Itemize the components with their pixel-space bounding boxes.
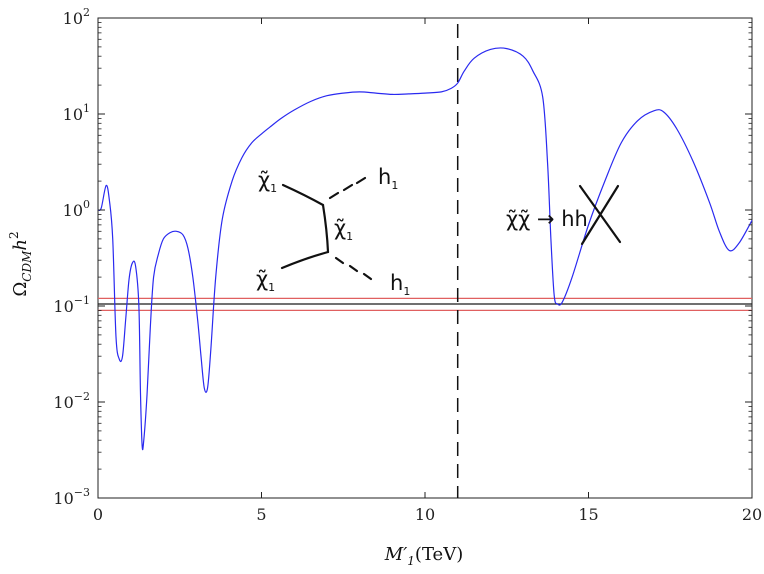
diagram-label-mediator: χ̃1 <box>334 216 353 243</box>
y-tick-label: 10−2 <box>53 390 90 412</box>
diagram-lower-fermion-line <box>280 250 330 270</box>
diagram-label-top-left: χ̃1 <box>258 168 277 195</box>
x-tick-label: 20 <box>742 505 762 524</box>
x-axis-ticks: 0 5 10 15 20 <box>93 18 762 524</box>
y-tick-label: 101 <box>63 102 90 124</box>
diagram-lower-higgs-line <box>334 256 373 281</box>
x-tick-label: 0 <box>93 505 103 524</box>
y-tick-label: 102 <box>63 6 90 28</box>
x-axis-title: M′1(TeV) <box>384 544 463 568</box>
diagram-label-top-right: h1 <box>378 165 398 192</box>
process-cross-mark <box>578 184 622 246</box>
diagram-label-bottom-right: h1 <box>390 271 410 298</box>
diagram-upper-higgs-line <box>328 176 367 200</box>
y-tick-exponent: −1 <box>74 294 90 307</box>
plot-frame <box>97 17 753 499</box>
y-tick-exponent: 2 <box>83 6 90 19</box>
reference-lines <box>98 297 752 311</box>
x-tick-label: 15 <box>578 505 598 524</box>
x-tick-label: 10 <box>415 505 435 524</box>
y-tick-label: 10−1 <box>53 294 90 316</box>
process-annotation-sketch: χ̃χ̃ → hh <box>506 184 622 246</box>
y-tick-exponent: 1 <box>83 102 90 115</box>
y-tick-exponent: −2 <box>74 390 90 403</box>
plot-border <box>97 17 753 499</box>
annihilation-diagram-sketch: h1 h1 χ̃1 χ̃1 χ̃1 <box>256 165 410 298</box>
y-tick-label: 100 <box>63 198 90 220</box>
y-tick-exponent: 0 <box>83 198 90 211</box>
y-axis-title: ΩCDMh2 <box>7 231 34 296</box>
diagram-propagator <box>321 203 330 254</box>
process-label: χ̃χ̃ → hh <box>506 207 588 231</box>
relic-density-curve <box>97 47 753 451</box>
series-group <box>97 47 753 451</box>
x-tick-label: 5 <box>256 505 266 524</box>
diagram-label-bottom-left: χ̃1 <box>256 267 275 294</box>
y-tick-exponent: −3 <box>74 486 90 499</box>
diagram-upper-fermion-line <box>281 183 325 207</box>
y-tick-label: 10−3 <box>53 486 90 508</box>
